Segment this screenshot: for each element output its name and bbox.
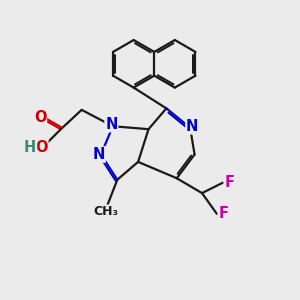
Text: CH₃: CH₃ xyxy=(93,205,118,218)
Text: N: N xyxy=(93,147,105,162)
Text: O: O xyxy=(35,140,48,154)
Text: F: F xyxy=(218,206,228,221)
Text: F: F xyxy=(224,175,234,190)
Text: N: N xyxy=(105,117,118,132)
Text: N: N xyxy=(186,119,198,134)
Text: O: O xyxy=(34,110,46,125)
Text: H: H xyxy=(24,140,36,154)
